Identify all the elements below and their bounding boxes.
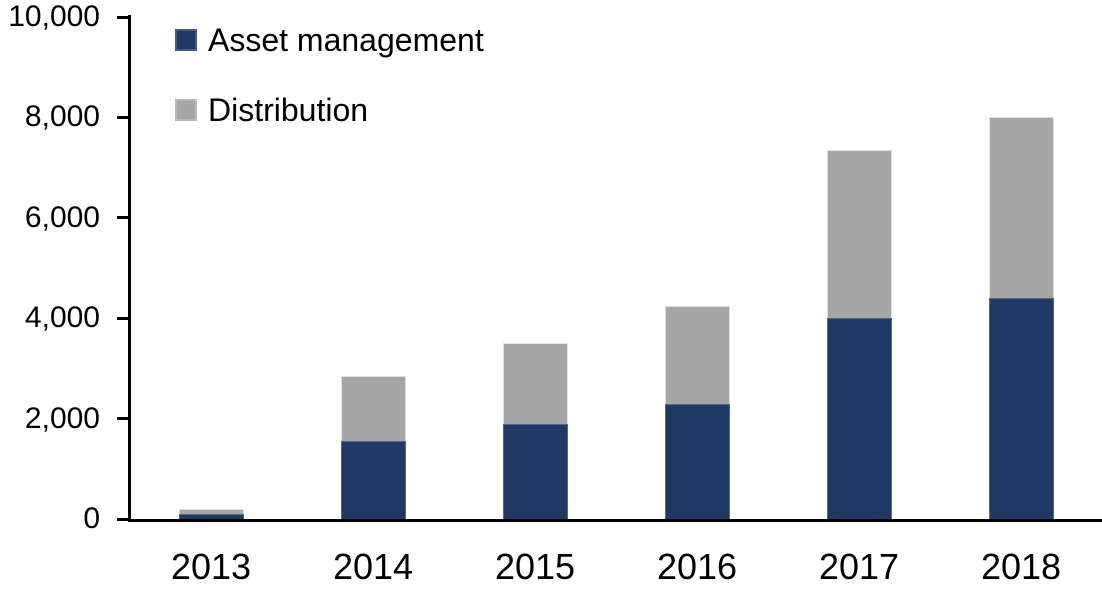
bar-segment-2015-distribution — [502, 343, 568, 424]
y-tick-mark-10000 — [117, 15, 130, 19]
bar-2014 — [340, 375, 406, 519]
bar-segment-2016-asset-management — [664, 403, 730, 519]
bar-segment-2015-asset-management — [502, 423, 568, 519]
y-tick-label-4000: 4,000 — [24, 301, 100, 335]
bar-segment-2014-asset-management — [340, 441, 406, 519]
legend-label-asset-management: Asset management — [208, 22, 484, 58]
y-tick-mark-4000 — [117, 316, 130, 320]
x-tick-label-2017: 2017 — [818, 546, 900, 587]
x-axis-line — [128, 519, 1102, 522]
bar-segment-2017-asset-management — [826, 318, 892, 519]
y-tick-mark-6000 — [117, 216, 130, 220]
y-tick-label-8000: 8,000 — [24, 100, 100, 134]
bar-2016 — [664, 305, 730, 519]
y-tick-mark-0 — [117, 517, 130, 521]
y-tick-label-2000: 2,000 — [24, 401, 100, 435]
bar-2015 — [502, 343, 568, 519]
bar-segment-2016-distribution — [664, 305, 730, 404]
x-tick-label-2013: 2013 — [170, 546, 252, 587]
legend-marker-asset-management-icon — [175, 29, 197, 51]
y-axis-line — [128, 15, 131, 522]
bar-segment-2014-distribution — [340, 375, 406, 442]
legend-item-distribution: Distribution — [175, 92, 484, 128]
y-tick-label-6000: 6,000 — [24, 200, 100, 234]
y-tick-label-0: 0 — [83, 502, 100, 535]
bar-2017 — [826, 150, 892, 519]
legend-marker-distribution-icon — [175, 99, 197, 121]
bar-2018 — [988, 117, 1054, 519]
bar-segment-2018-distribution — [988, 117, 1054, 299]
chart-legend: Asset management Distribution — [175, 22, 484, 162]
bar-segment-2017-distribution — [826, 150, 892, 319]
legend-item-asset-management: Asset management — [175, 22, 484, 58]
bar-2013 — [178, 509, 244, 519]
x-tick-label-2018: 2018 — [980, 546, 1062, 587]
y-tick-mark-2000 — [117, 417, 130, 421]
bar-segment-2018-asset-management — [988, 298, 1054, 519]
bar-segment-2013-distribution — [178, 509, 244, 515]
y-tick-mark-8000 — [117, 115, 130, 119]
x-tick-label-2014: 2014 — [332, 546, 414, 587]
x-tick-label-2016: 2016 — [656, 546, 738, 587]
x-tick-label-2015: 2015 — [494, 546, 576, 587]
y-tick-label-10000: 10,000 — [8, 0, 100, 33]
bar-segment-2013-asset-management — [178, 514, 244, 519]
legend-label-distribution: Distribution — [208, 92, 369, 128]
